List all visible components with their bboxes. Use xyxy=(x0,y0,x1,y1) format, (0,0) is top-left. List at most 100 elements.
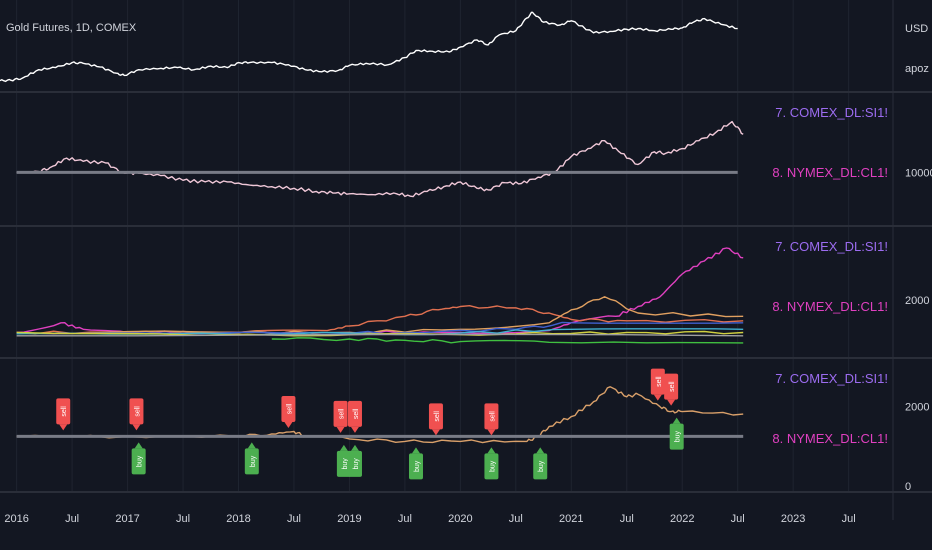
sell-marker[interactable]: sell xyxy=(347,400,362,433)
x-tick-label: Jul xyxy=(398,513,412,525)
series-line-pane3-7 xyxy=(271,337,744,344)
buy-marker-box xyxy=(669,423,684,450)
buy-marker-box xyxy=(408,453,423,480)
sell-marker-box xyxy=(129,398,144,425)
sell-marker-pointer xyxy=(431,429,440,436)
buy-marker-label: buy xyxy=(250,455,257,467)
buy-marker[interactable]: buy xyxy=(244,442,259,475)
legend-entry: 7. COMEX_DL:SI1! xyxy=(775,239,888,254)
sell-marker-label: sell xyxy=(61,406,68,417)
scale-mode-label: apoz xyxy=(905,63,929,75)
buy-marker[interactable]: buy xyxy=(669,417,684,450)
sell-marker-label: sell xyxy=(353,408,360,419)
buy-marker-pointer xyxy=(134,442,143,449)
sell-marker-pointer xyxy=(132,424,141,431)
x-tick-label: 2022 xyxy=(670,513,694,525)
buy-marker-pointer xyxy=(350,444,359,451)
x-tick-label: 2020 xyxy=(448,513,472,525)
sell-marker[interactable]: sell xyxy=(56,398,71,431)
sell-marker[interactable]: sell xyxy=(484,403,499,436)
y-tick-label: 0 xyxy=(905,481,911,493)
buy-marker[interactable]: buy xyxy=(484,447,499,480)
x-tick-label: Jul xyxy=(509,513,523,525)
buy-marker-pointer xyxy=(672,417,681,424)
buy-marker-pointer xyxy=(411,447,420,454)
series-line-main-0 xyxy=(0,11,738,83)
x-tick-label: 2019 xyxy=(337,513,361,525)
buy-marker[interactable]: buy xyxy=(347,444,362,477)
sell-marker-label: sell xyxy=(489,411,496,422)
sell-marker-label: sell xyxy=(434,411,441,422)
buy-marker-box xyxy=(484,453,499,480)
legend-entry: 7. COMEX_DL:SI1! xyxy=(775,105,888,120)
buy-marker-box xyxy=(131,448,146,475)
sell-marker-box xyxy=(347,400,362,427)
sell-marker-pointer xyxy=(653,394,662,401)
y-tick-label: 2000 xyxy=(905,402,929,414)
sell-marker-box xyxy=(428,403,443,430)
buy-marker-pointer xyxy=(487,447,496,454)
buy-marker-label: buy xyxy=(137,455,144,467)
x-tick-label: Jul xyxy=(287,513,301,525)
sell-marker-box xyxy=(664,373,679,400)
series-line-pane3-4 xyxy=(16,328,744,336)
y-tick-label: 2000 xyxy=(905,295,929,307)
buy-marker-label: buy xyxy=(353,458,360,470)
x-tick-label: 2021 xyxy=(559,513,583,525)
sell-marker-pointer xyxy=(59,424,68,431)
x-tick-label: 2016 xyxy=(4,513,28,525)
x-tick-label: 2017 xyxy=(115,513,139,525)
sell-marker-box xyxy=(281,395,296,422)
sell-marker-box xyxy=(484,403,499,430)
sell-marker-box xyxy=(56,398,71,425)
x-tick-label: Jul xyxy=(176,513,190,525)
buy-marker-label: buy xyxy=(675,430,682,442)
x-tick-label: 2018 xyxy=(226,513,250,525)
legend-entry: 7. COMEX_DL:SI1! xyxy=(775,371,888,386)
buy-marker-label: buy xyxy=(414,460,421,472)
buy-marker-box xyxy=(533,453,548,480)
legend-entry: 8. NYMEX_DL:CL1! xyxy=(772,299,888,314)
sell-marker-box xyxy=(333,400,348,427)
x-tick-label: 2023 xyxy=(781,513,805,525)
sell-marker-label: sell xyxy=(286,403,293,414)
buy-marker-label: buy xyxy=(342,458,349,470)
sell-marker-box xyxy=(650,368,665,395)
symbol-title[interactable]: Gold Futures, 1D, COMEX xyxy=(6,22,137,34)
sell-marker-label: sell xyxy=(669,381,676,392)
series-line-pane3-3 xyxy=(16,321,744,335)
x-tick-label: Jul xyxy=(620,513,634,525)
buy-marker[interactable]: buy xyxy=(336,444,351,477)
x-tick-label: Jul xyxy=(731,513,745,525)
buy-marker[interactable]: buy xyxy=(131,442,146,475)
buy-marker-pointer xyxy=(247,442,256,449)
sell-marker-pointer xyxy=(284,421,293,428)
sell-marker-pointer xyxy=(336,426,345,433)
buy-marker-pointer xyxy=(536,447,545,454)
sell-marker[interactable]: sell xyxy=(129,398,144,431)
series-line-pane3-6 xyxy=(16,333,744,337)
sell-marker[interactable]: sell xyxy=(428,403,443,436)
series-line-pane3-0 xyxy=(16,247,744,335)
buy-marker[interactable]: buy xyxy=(408,447,423,480)
legend-entry: 8. NYMEX_DL:CL1! xyxy=(772,165,888,180)
currency-label: USD xyxy=(905,23,928,35)
sell-marker-pointer xyxy=(350,426,359,433)
legend-entry: 8. NYMEX_DL:CL1! xyxy=(772,431,888,446)
sell-marker[interactable]: sell xyxy=(281,395,296,428)
buy-marker-label: buy xyxy=(489,460,496,472)
buy-marker-box xyxy=(347,450,362,477)
sell-marker[interactable]: sell xyxy=(333,400,348,433)
sell-marker[interactable]: sell xyxy=(664,373,679,406)
buy-marker-pointer xyxy=(339,444,348,451)
sell-marker-label: sell xyxy=(134,406,141,417)
buy-marker-box xyxy=(244,448,259,475)
buy-marker[interactable]: buy xyxy=(533,447,548,480)
sell-marker-label: sell xyxy=(656,376,663,387)
sell-marker[interactable]: sell xyxy=(650,368,665,401)
sell-marker-pointer xyxy=(487,429,496,436)
x-tick-label: Jul xyxy=(842,513,856,525)
x-tick-label: Jul xyxy=(65,513,79,525)
